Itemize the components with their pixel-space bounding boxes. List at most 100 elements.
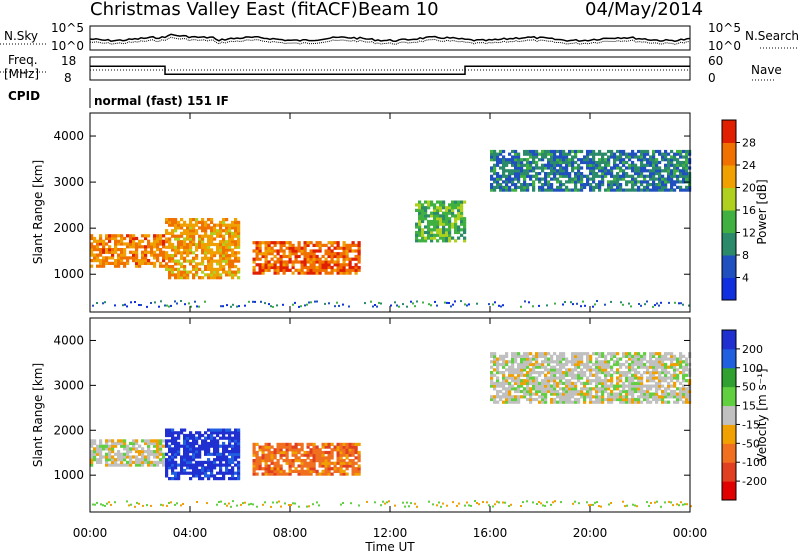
vel-data-cell [664, 365, 668, 369]
power-data-cell [586, 180, 590, 184]
power-data-scatter [554, 302, 556, 305]
power-data-cell [430, 230, 434, 235]
power-data-cell [180, 226, 184, 230]
power-data-cell [493, 152, 497, 156]
power-data-cell [198, 262, 202, 266]
vel-data-cell [306, 467, 310, 471]
power-data-cell [598, 185, 602, 189]
power-data-cell [147, 234, 151, 238]
vel-data-cell [213, 452, 217, 456]
power-data-cell [198, 276, 202, 280]
vel-data-cell [189, 447, 193, 451]
power-data-cell [321, 260, 325, 264]
power-data-cell [661, 174, 665, 178]
vel-data-cell [207, 444, 211, 448]
power-data-cell [234, 231, 238, 235]
vel-data-cell [628, 368, 632, 372]
power-data-cell [556, 169, 560, 173]
vel-data-cell [192, 439, 196, 443]
vel-data-cell [195, 471, 199, 475]
power-data-cell [553, 174, 557, 178]
vel-data-cell [604, 362, 608, 367]
power-data-cell [99, 259, 103, 263]
power-data-scatter [114, 304, 116, 307]
power-data-cell [213, 237, 217, 241]
power-data-cell [300, 268, 304, 272]
power-data-scatter [628, 302, 630, 305]
vel-data-cell [508, 395, 512, 399]
vel-data-cell [300, 464, 304, 468]
power-data-cell [90, 242, 94, 246]
power-data-cell [186, 242, 190, 247]
power-data-cell [144, 250, 148, 254]
power-data-cell [649, 174, 653, 178]
power-data-cell [135, 259, 139, 263]
power-data-cell [279, 265, 283, 270]
vel-data-cell [90, 450, 94, 454]
power-data-cell [559, 152, 563, 156]
power-data-cell [670, 155, 674, 159]
power-data-cell [610, 174, 614, 178]
power-data-cell [550, 163, 554, 167]
vel-data-cell [637, 397, 641, 402]
vel-data-cell [216, 431, 220, 435]
vel-data-cell [294, 445, 298, 449]
power-data-cell [192, 259, 196, 263]
power-data-cell [415, 233, 419, 237]
vel-data-cell [342, 472, 346, 476]
power-axis-tick-label: 4000 [53, 129, 84, 143]
power-data-cell [496, 183, 500, 187]
power-data-cell [204, 273, 208, 277]
vel-data-cell [252, 467, 256, 471]
vel-data-cell [538, 352, 542, 356]
power-data-scatter [582, 300, 584, 303]
vel-data-cell [625, 400, 629, 404]
power-colorbar-swatch [722, 187, 736, 211]
power-data-cell [652, 169, 656, 173]
vel-data-cell [598, 397, 602, 402]
power-data-cell [192, 242, 196, 247]
vel-data-cell [613, 371, 617, 375]
power-data-scatter [674, 301, 676, 304]
vel-data-cell [165, 428, 169, 432]
power-data-cell [135, 236, 139, 241]
vel-data-cell [520, 389, 524, 394]
vel-data-cell [126, 463, 130, 467]
power-data-cell [174, 237, 178, 241]
vel-data-cell [670, 373, 674, 377]
vel-data-cell [559, 354, 563, 358]
power-data-cell [601, 183, 605, 187]
vel-data-cell [676, 357, 680, 361]
vel-data-cell [625, 371, 629, 375]
vel-data-cell [219, 460, 223, 464]
vel-data-cell [535, 381, 539, 385]
power-data-cell [430, 233, 434, 237]
power-data-cell [550, 160, 554, 165]
vel-data-cell [177, 441, 181, 446]
vel-data-cell [204, 468, 208, 473]
power-data-cell [658, 160, 662, 165]
vel-data-scatter [138, 502, 140, 505]
power-data-cell [595, 174, 599, 178]
power-data-cell [333, 254, 337, 259]
vel-data-cell [673, 371, 677, 375]
power-data-cell [613, 177, 617, 181]
power-data-cell [574, 149, 578, 154]
power-data-cell [210, 231, 214, 235]
power-data-cell [529, 149, 533, 154]
vel-data-cell [90, 441, 94, 446]
vel-data-cell [174, 436, 178, 440]
vel-data-cell [351, 467, 355, 471]
vel-data-cell [108, 450, 112, 454]
power-data-cell [276, 241, 280, 245]
power-data-cell [219, 259, 223, 263]
vel-data-cell [583, 387, 587, 391]
power-data-cell [207, 226, 211, 230]
vel-data-cell [568, 387, 572, 391]
vel-data-cell [315, 469, 319, 473]
vel-data-cell [105, 441, 109, 446]
power-data-cell [508, 172, 512, 176]
power-data-cell [619, 166, 623, 170]
vel-data-cell [219, 428, 223, 432]
